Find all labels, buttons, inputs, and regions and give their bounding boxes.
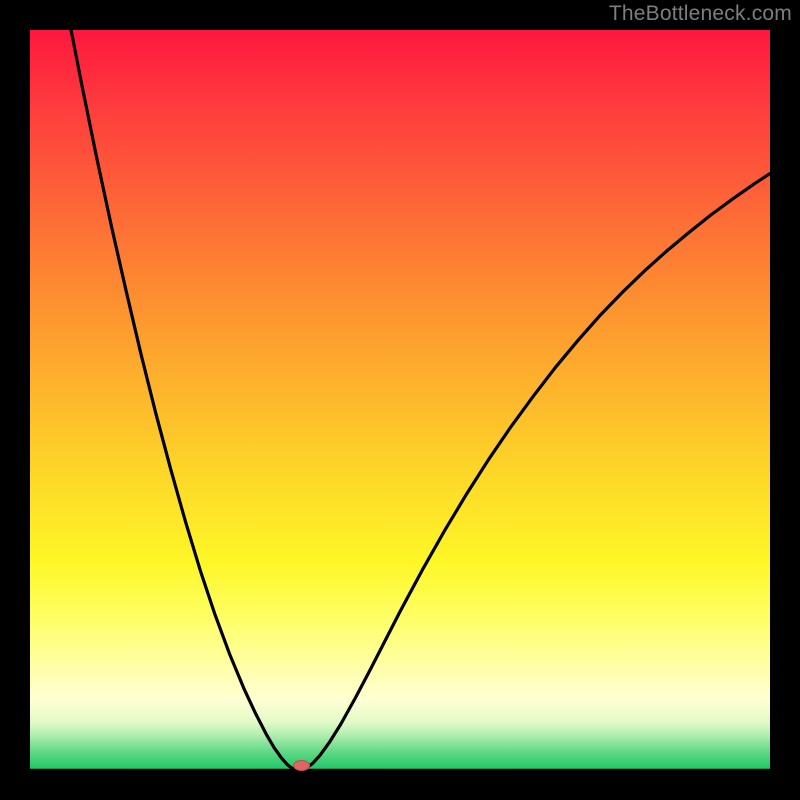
chart-stage: TheBottleneck.com (0, 0, 800, 800)
bottleneck-chart (0, 0, 800, 800)
plot-background (30, 30, 770, 770)
optimum-marker (294, 761, 310, 771)
